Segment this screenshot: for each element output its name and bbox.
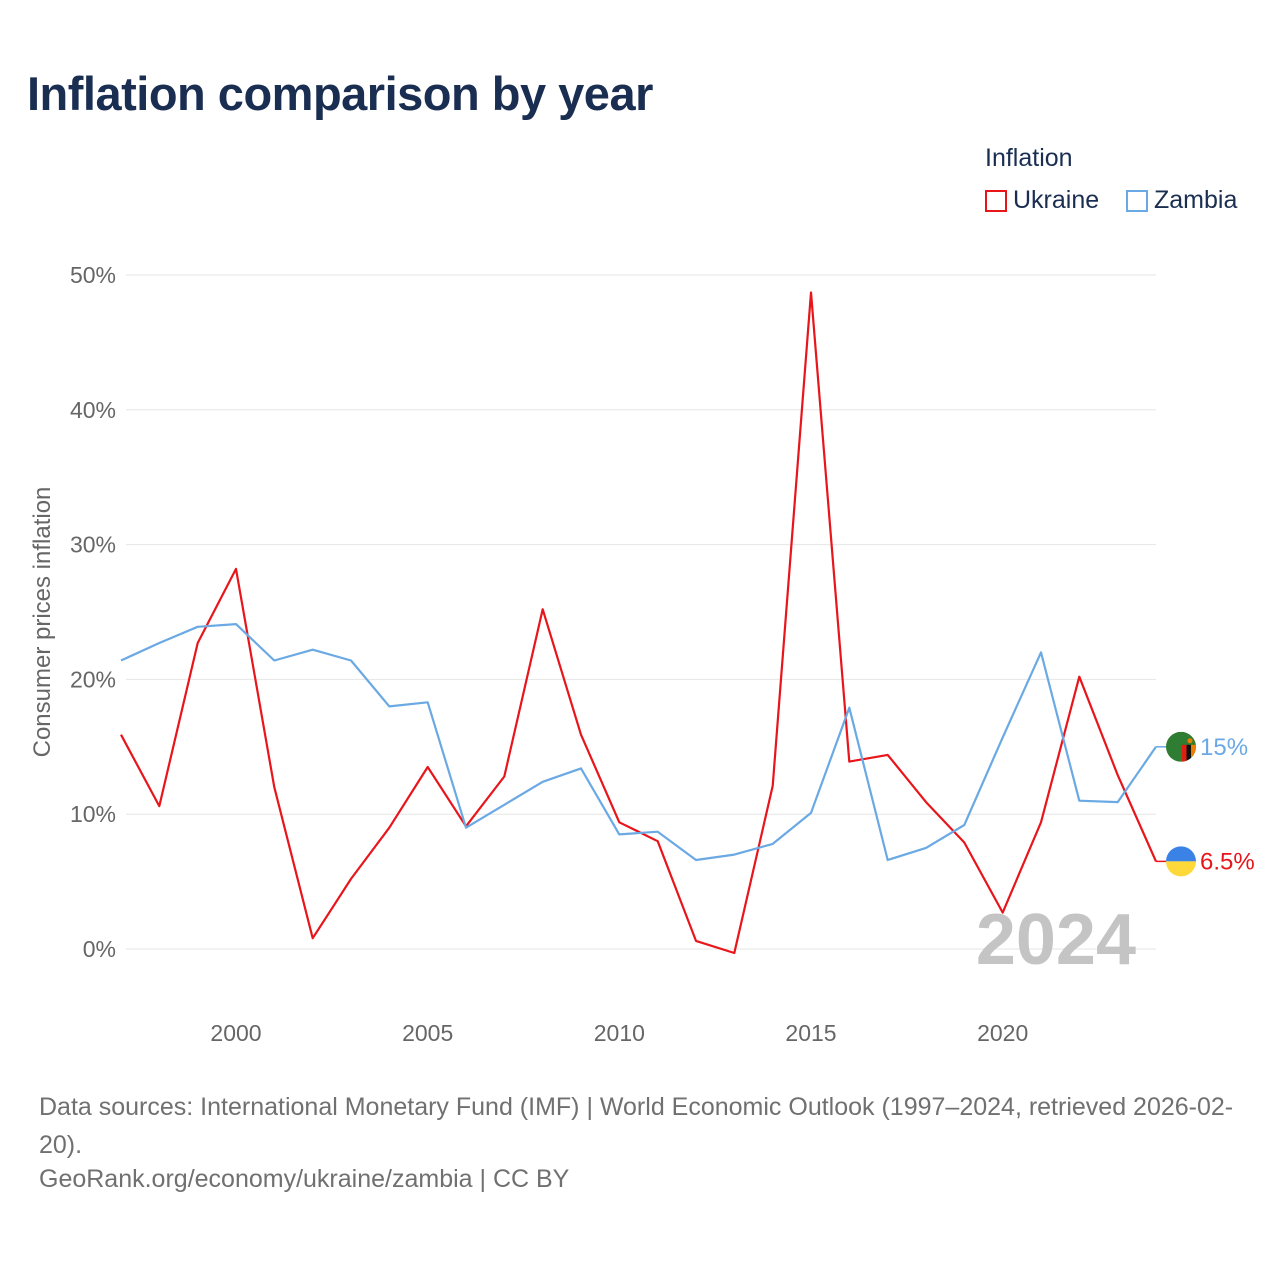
flag-zambia-icon	[1166, 731, 1196, 762]
x-tick-2000: 2000	[210, 1020, 261, 1046]
y-tick-20: 20%	[70, 666, 116, 692]
series-line-zambia	[120, 622, 1157, 862]
year-overlay: 2024	[976, 900, 1136, 980]
flag-ukraine-icon	[1166, 846, 1196, 877]
legend-item-ukraine[interactable]: Ukraine	[985, 186, 1099, 215]
y-tick-10: 10%	[70, 801, 116, 827]
legend-title: Inflation	[985, 144, 1073, 172]
legend-label-ukraine: Ukraine	[1013, 186, 1100, 214]
flag-ukraine-top	[1166, 846, 1196, 862]
y-tick-40: 40%	[70, 397, 116, 423]
x-tick-2015: 2015	[785, 1020, 836, 1046]
x-tick-2005: 2005	[402, 1020, 453, 1046]
series-lines	[120, 291, 1158, 955]
end-labels: 6.5% 15%	[1200, 734, 1255, 876]
flag-zambia-orange	[1191, 744, 1196, 762]
line-chart: 0% 10% 20% 30% 40% 50% 2000 2005 2010 2015 2020 C…	[29, 262, 1255, 1046]
end-label-zambia: 15%	[1200, 734, 1248, 761]
legend-swatch-ukraine	[985, 189, 1007, 212]
legend-label-zambia: Zambia	[1154, 186, 1238, 214]
end-label-ukraine: 6.5%	[1200, 848, 1255, 875]
series-line-ukraine	[120, 291, 1158, 955]
y-tick-labels: 0% 10% 20% 30% 40% 50%	[70, 262, 116, 962]
y-tick-30: 30%	[70, 532, 116, 558]
end-markers	[1156, 731, 1196, 877]
x-tick-labels: 2000 2005 2010 2015 2020	[210, 1020, 1028, 1046]
flag-zambia-body	[1166, 731, 1196, 762]
y-tick-0: 0%	[83, 936, 116, 962]
y-tick-50: 50%	[70, 262, 116, 288]
legend-item-zambia[interactable]: Zambia	[1126, 186, 1237, 215]
flag-ukraine-bottom	[1166, 861, 1196, 877]
page-title: Inflation comparison by year	[27, 67, 653, 120]
legend-swatch-zambia	[1126, 189, 1148, 212]
data-source-note: Data sources: International Monetary Fun…	[39, 1093, 1234, 1159]
flag-zambia-black	[1186, 744, 1191, 762]
x-tick-2010: 2010	[594, 1020, 645, 1046]
flag-zambia-red	[1182, 744, 1187, 762]
grid-lines	[126, 274, 1156, 950]
y-axis-label: Consumer prices inflation	[29, 487, 56, 758]
x-tick-2020: 2020	[977, 1020, 1028, 1046]
credit-link[interactable]: GeoRank.org/economy/ukraine/zambia | CC …	[39, 1165, 570, 1193]
flag-zambia-eagle	[1187, 738, 1193, 744]
